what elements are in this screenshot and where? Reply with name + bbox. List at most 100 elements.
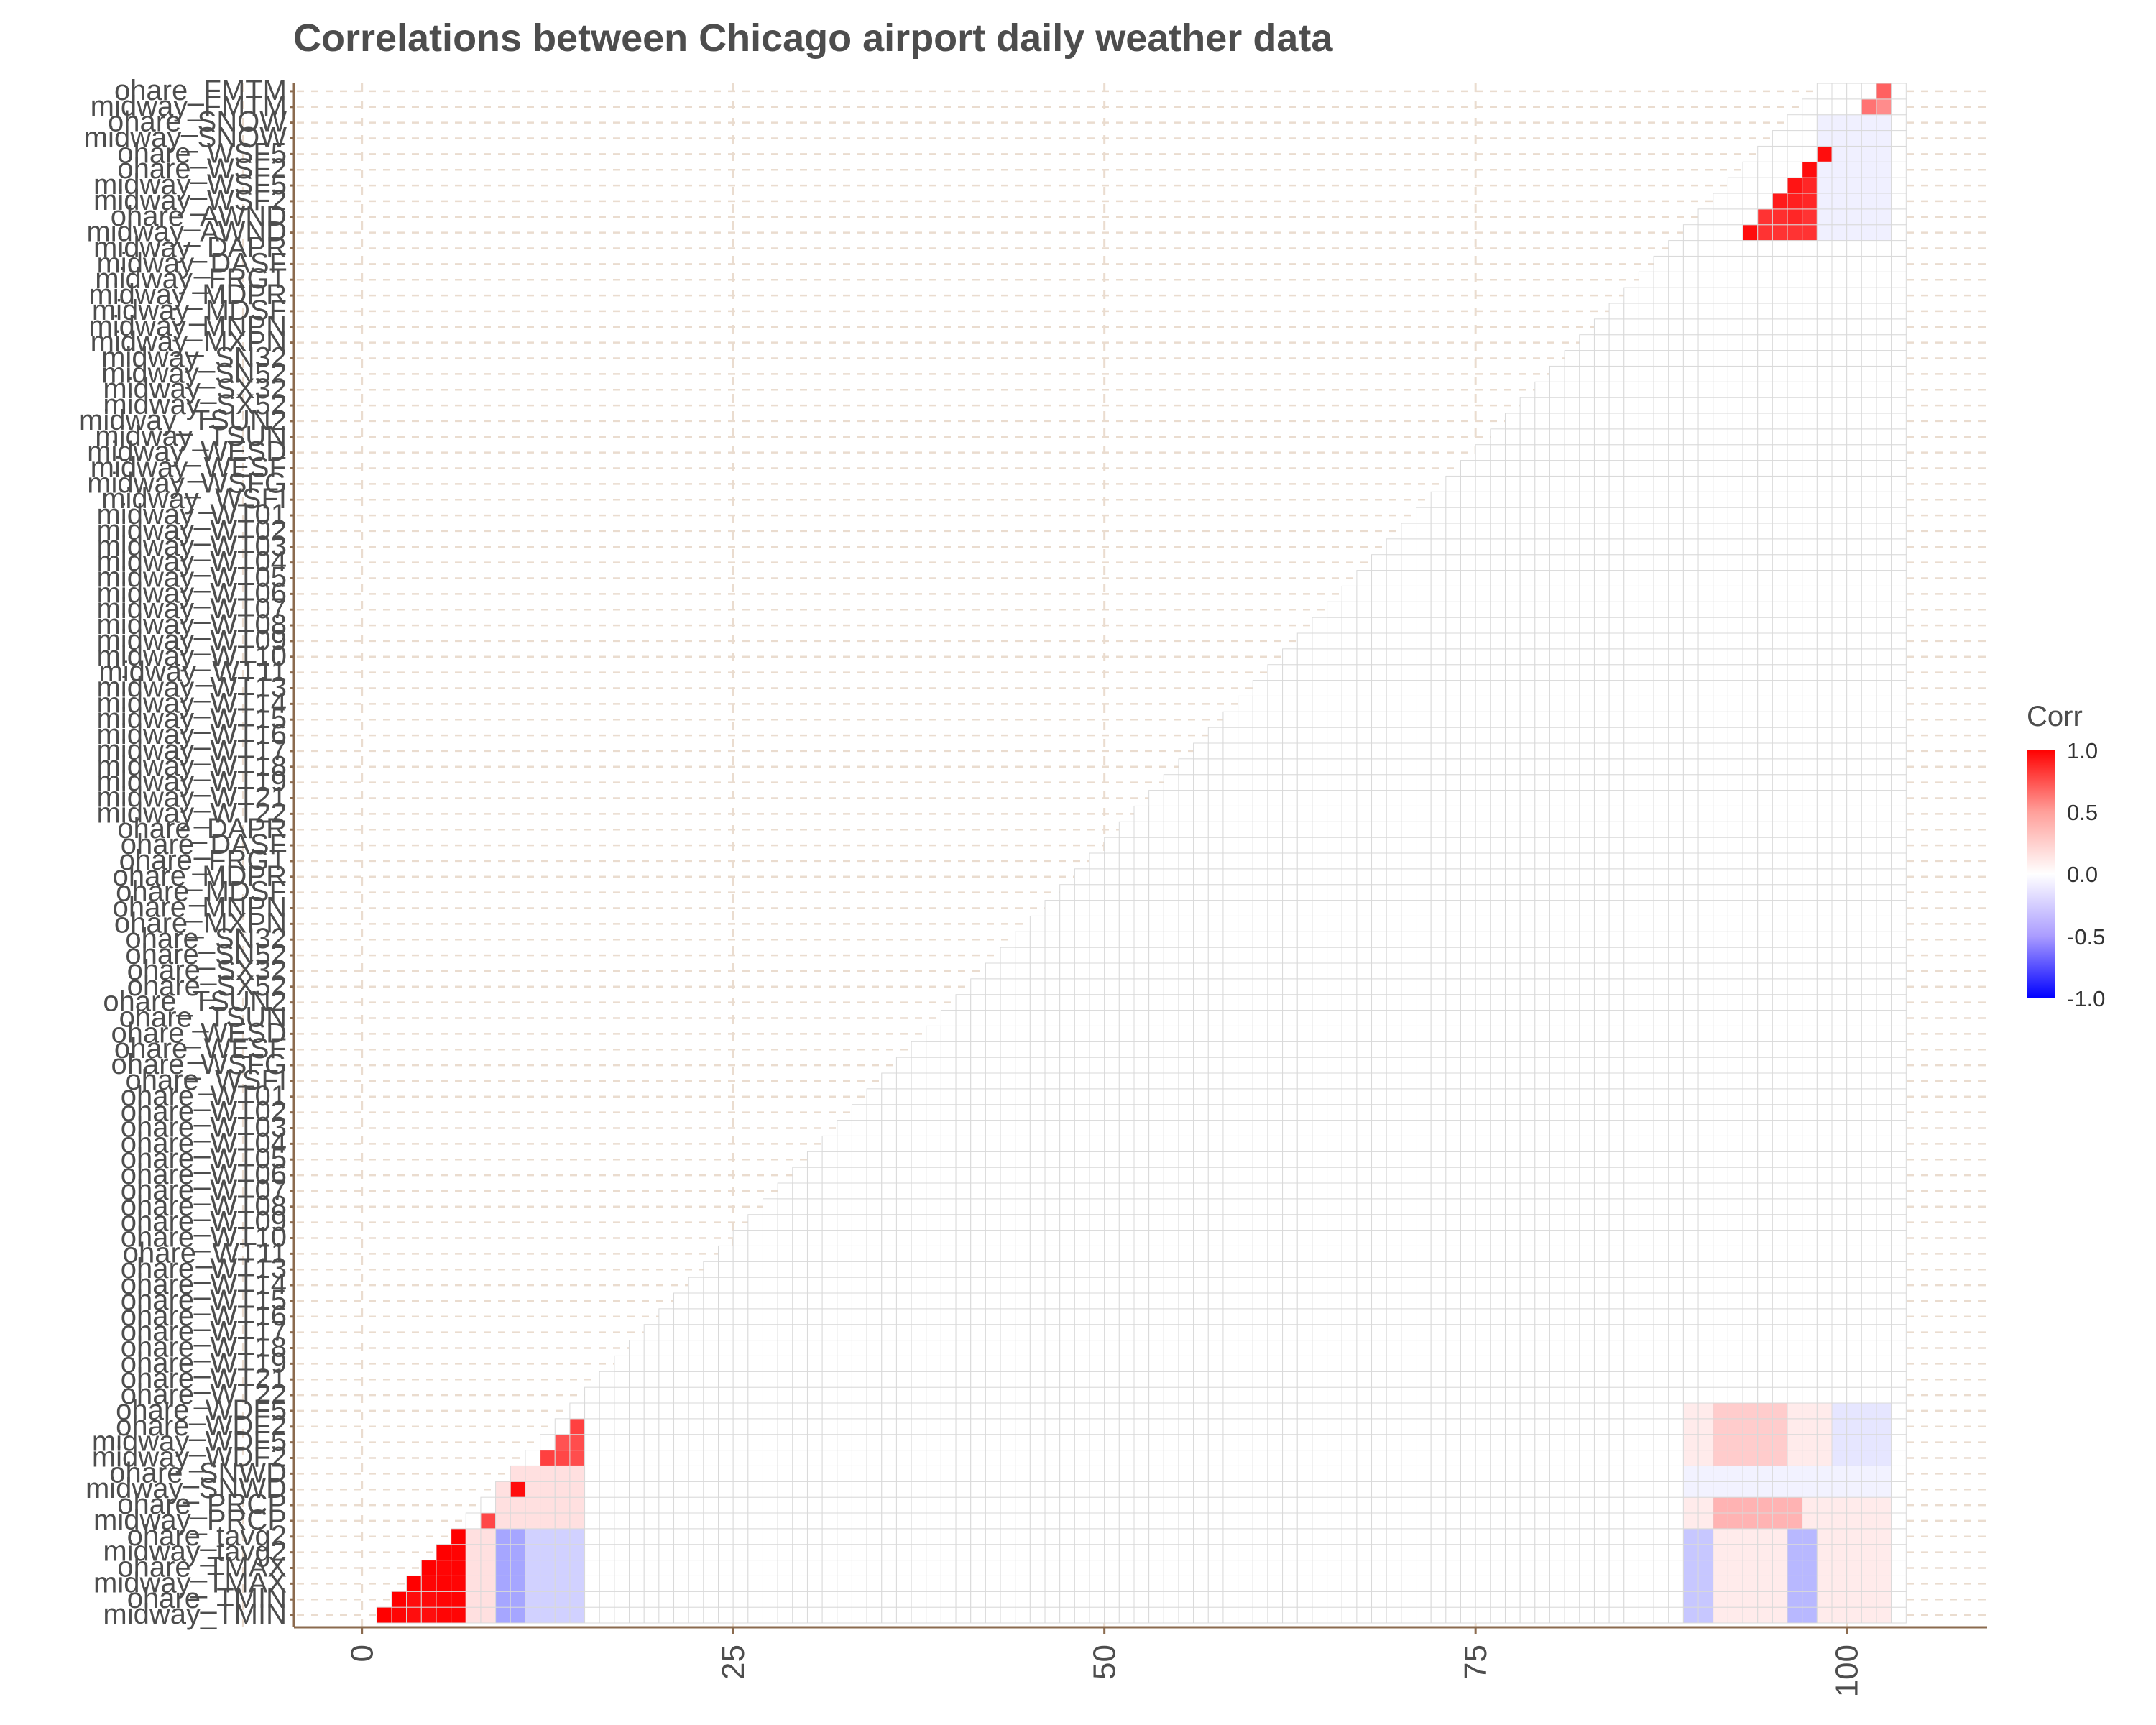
heatmap-cell (747, 1606, 763, 1624)
heatmap-cell (1653, 931, 1669, 948)
heatmap-cell (1163, 900, 1179, 916)
heatmap-cell (1222, 711, 1239, 728)
heatmap-cell (1133, 1245, 1150, 1262)
heatmap-cell (658, 1544, 675, 1561)
heatmap-cell (1816, 1371, 1833, 1388)
heatmap-cell (1118, 868, 1135, 886)
heatmap-cell (718, 1355, 734, 1372)
heatmap-cell (1608, 742, 1625, 760)
heatmap-cell (1445, 507, 1462, 524)
heatmap-cell (1682, 774, 1699, 791)
heatmap-cell (1861, 475, 1877, 492)
heatmap-cell (1772, 554, 1788, 571)
heatmap-cell (599, 1434, 615, 1451)
heatmap-cell (1757, 1434, 1773, 1451)
heatmap-cell (1861, 695, 1877, 712)
heatmap-cell (1356, 601, 1373, 618)
heatmap-cell (1757, 1261, 1773, 1278)
heatmap-cell (1222, 742, 1239, 760)
heatmap-cell (1891, 1496, 1907, 1514)
heatmap-cell (584, 1481, 600, 1498)
heatmap-cell (762, 1261, 778, 1278)
heatmap-cell (1193, 1104, 1209, 1121)
heatmap-cell (1519, 821, 1536, 838)
heatmap-cell (1490, 491, 1506, 508)
heatmap-cell (1000, 1496, 1016, 1514)
heatmap-cell (1460, 460, 1476, 477)
heatmap-cell (1697, 1481, 1714, 1498)
heatmap-cell (911, 1434, 927, 1451)
heatmap-cell (866, 1386, 883, 1404)
heatmap-cell (1296, 1167, 1313, 1184)
heatmap-cell (1727, 1135, 1743, 1152)
heatmap-cell (1416, 1418, 1432, 1435)
heatmap-cell (1831, 931, 1848, 948)
heatmap-cell (1312, 664, 1328, 681)
heatmap-cell (1327, 1591, 1342, 1608)
heatmap-cell (1490, 1057, 1506, 1074)
heatmap-cell (1534, 1465, 1550, 1482)
heatmap-cell (806, 1386, 823, 1404)
heatmap-cell (1891, 962, 1907, 980)
heatmap-cell (1356, 1450, 1373, 1466)
heatmap-cell (1504, 962, 1521, 980)
heatmap-cell (1682, 1292, 1699, 1310)
heatmap-cell (1460, 1402, 1476, 1420)
heatmap-cell (1371, 1182, 1387, 1200)
heatmap-cell (1327, 1496, 1342, 1514)
heatmap-cell (1608, 1088, 1625, 1105)
heatmap-cell (970, 1261, 986, 1278)
heatmap-cell (1534, 1230, 1550, 1246)
heatmap-cell (1222, 1088, 1239, 1105)
heatmap-cell (1831, 1214, 1848, 1231)
heatmap-cell (1861, 1025, 1877, 1042)
heatmap-cell (926, 1591, 941, 1608)
heatmap-cell (1757, 601, 1773, 618)
heatmap-cell (1668, 538, 1684, 556)
heatmap-cell (985, 1496, 1001, 1514)
heatmap-cell (895, 1276, 912, 1294)
heatmap-cell (1104, 1418, 1120, 1435)
heatmap-cell (1238, 1324, 1253, 1341)
heatmap-cell (1296, 1057, 1313, 1074)
heatmap-cell (540, 1575, 556, 1592)
heatmap-cell (821, 1434, 838, 1451)
heatmap-cell (1445, 1057, 1462, 1074)
heatmap-cell (1386, 915, 1402, 932)
heatmap-cell (1608, 1167, 1625, 1184)
heatmap-cell (1504, 900, 1521, 916)
heatmap-cell (1534, 695, 1550, 712)
heatmap-cell (1178, 837, 1194, 854)
heatmap-cell (1608, 962, 1625, 980)
heatmap-cell (1876, 1450, 1892, 1466)
heatmap-cell (1534, 491, 1550, 508)
heatmap-cell (1386, 994, 1402, 1011)
heatmap-cell (1608, 774, 1625, 791)
heatmap-cell (1682, 507, 1699, 524)
heatmap-cell (1059, 1167, 1075, 1184)
heatmap-cell (1460, 1544, 1476, 1561)
heatmap-cell (1000, 1072, 1016, 1090)
heatmap-cell (1564, 805, 1580, 822)
heatmap-cell (1787, 1214, 1803, 1231)
heatmap-cell (1296, 1434, 1313, 1451)
heatmap-cell (1252, 742, 1268, 760)
heatmap-cell (1742, 931, 1759, 948)
heatmap-cell (1831, 1057, 1848, 1074)
heatmap-cell (821, 1324, 838, 1341)
heatmap-cell (1519, 868, 1536, 886)
heatmap-cell (1579, 1182, 1595, 1200)
heatmap-cell (1697, 1606, 1714, 1624)
heatmap-cell (1178, 1025, 1194, 1042)
heatmap-cell (1846, 1292, 1862, 1310)
heatmap-cell (1593, 742, 1610, 760)
heatmap-cell (1296, 868, 1313, 886)
heatmap-cell (1534, 805, 1550, 822)
heatmap-cell (1371, 821, 1387, 838)
heatmap-cell (1327, 664, 1342, 681)
heatmap-cell (866, 1198, 883, 1215)
heatmap-cell (1549, 1261, 1565, 1278)
heatmap-cell (554, 1606, 571, 1624)
heatmap-cell (1386, 1355, 1402, 1372)
heatmap-cell (1386, 1418, 1402, 1435)
